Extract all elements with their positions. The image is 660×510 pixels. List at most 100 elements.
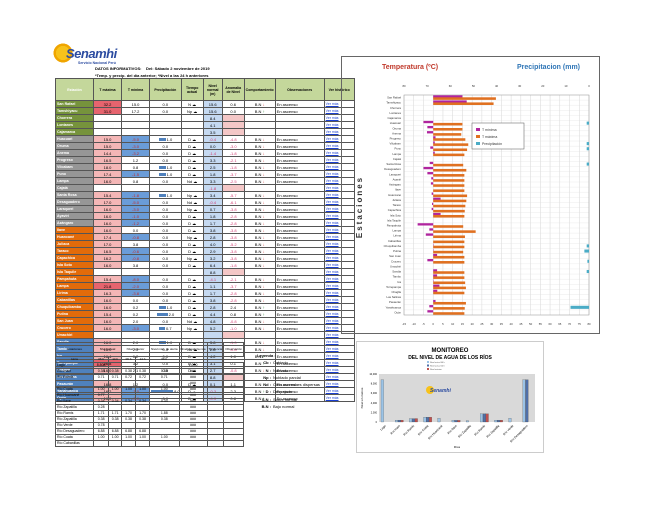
- behaviour-cell: B.N ↓: [243, 156, 276, 164]
- behaviour-cell: B.N ↓: [243, 317, 276, 325]
- precip-value: 0.0: [162, 150, 169, 156]
- view-history-link[interactable]: Ver más: [325, 242, 339, 246]
- river-value: [149, 440, 180, 447]
- table-row: Capachica 16.2 -0.8 0.0 Np ☁ 3.2 -3.8 B.N ↓ En …: [55, 254, 355, 262]
- view-history-link[interactable]: Ver más: [325, 361, 339, 365]
- view-history-link[interactable]: Ver más: [325, 172, 339, 176]
- report-note: *Temp. y precip. del día anterior; *Nive…: [95, 73, 209, 78]
- view-history-link[interactable]: Ver más: [325, 109, 339, 113]
- view-history-link[interactable]: Ver más: [325, 193, 339, 197]
- tmax-bar: [433, 301, 466, 305]
- view-history-link[interactable]: Ver más: [325, 179, 339, 183]
- view-history-link[interactable]: Ver más: [325, 256, 339, 260]
- anomaly-cell: [221, 121, 245, 129]
- observation-cell: En ascenso: [274, 240, 325, 248]
- tmax-bar: [433, 276, 465, 279]
- tmin-cell: 0.0: [121, 296, 150, 304]
- observation-cell: En ascenso: [274, 282, 325, 290]
- level-bar: [437, 418, 441, 423]
- station-name: Crucero: [55, 324, 94, 332]
- view-history-link[interactable]: Ver más: [325, 158, 339, 162]
- observation-cell: [274, 331, 325, 339]
- view-history-link[interactable]: Ver más: [325, 200, 339, 204]
- behaviour-label: B.N: [254, 325, 263, 331]
- view-history-link[interactable]: Ver más: [325, 354, 339, 358]
- tmin-bar: [431, 207, 434, 211]
- table-row: Anema 14.4 -3.2 0.0 D ☁ -1.4 -1.8 B.N ↓ En asce…: [55, 149, 355, 157]
- behaviour-label: B.N: [254, 353, 263, 359]
- view-history-link[interactable]: Ver más: [325, 186, 339, 190]
- view-history-link[interactable]: Ver más: [325, 151, 339, 155]
- x-tick-label: 20: [471, 322, 475, 326]
- view-history-link[interactable]: Ver más: [325, 326, 339, 330]
- tmin-cell: 0.8: [121, 177, 150, 185]
- view-history-link[interactable]: Ver más: [325, 235, 339, 239]
- view-history-link[interactable]: Ver más: [325, 396, 339, 400]
- precip-cell: [149, 114, 182, 122]
- arrow-down-icon: ↓: [262, 234, 265, 240]
- precip-value: 1.0: [165, 136, 173, 142]
- tmin-cell: -3.8: [121, 289, 150, 297]
- precip-cell: 0.0: [149, 233, 182, 241]
- view-history-link[interactable]: Ver más: [325, 144, 339, 148]
- level-cell: 1.7: [202, 289, 223, 297]
- river-level-chart: MONITOREO DEL NIVEL DE AGUA DE LOS RÍOS Ni…: [356, 341, 544, 453]
- view-history-link[interactable]: Ver más: [325, 165, 339, 169]
- view-history-link[interactable]: Ver más: [325, 102, 339, 106]
- behaviour-label: B.N: [254, 248, 263, 254]
- view-history-link[interactable]: Ver más: [325, 221, 339, 225]
- view-history-link[interactable]: Ver más: [325, 375, 339, 379]
- category-label: Lampa: [392, 229, 401, 233]
- legend-item: D : Despejado: [255, 388, 320, 395]
- arrow-up-icon: ↑: [262, 395, 265, 401]
- view-history-link[interactable]: Ver más: [325, 368, 339, 372]
- station-name: Capachica: [55, 254, 94, 262]
- view-history-link[interactable]: Ver más: [325, 263, 339, 267]
- tmin-cell: -1.0: [121, 212, 150, 220]
- weather-cell: D ☁: [180, 310, 204, 318]
- category-label: Isla Taquile: [387, 218, 401, 222]
- tmin-cell: 2.0: [121, 317, 150, 325]
- view-history-link[interactable]: Ver más: [325, 312, 339, 316]
- table-row: Puno 17.4 -1.5 1.0 D ☁ 1.8 -3.7 B.N ↓ En ascens…: [55, 170, 355, 178]
- view-history-link[interactable]: Ver más: [325, 333, 339, 337]
- legend-swatch: [476, 128, 480, 131]
- station-name: San Rafael: [55, 100, 94, 108]
- tmax-cell: 14.4: [93, 149, 122, 157]
- chart2-subtitle: DEL NIVEL DE AGUA DE LOS RÍOS: [408, 353, 492, 361]
- top-tick-label: 10: [564, 84, 568, 88]
- view-history-link[interactable]: Ver más: [325, 389, 339, 393]
- view-history-link[interactable]: Ver más: [325, 305, 339, 309]
- tmin-bar: [430, 146, 434, 149]
- view-history-link[interactable]: Ver más: [325, 298, 339, 302]
- tmin-bar: [429, 161, 434, 165]
- view-history-link[interactable]: Ver más: [325, 123, 339, 127]
- category-label: Lontanes: [389, 111, 401, 115]
- view-history-link[interactable]: Ver más: [325, 214, 339, 218]
- view-history-link[interactable]: Ver más: [325, 116, 339, 120]
- chart-title-temp: Temperatura (ºC): [382, 64, 438, 71]
- view-history-link[interactable]: Ver más: [325, 228, 339, 232]
- view-history-link[interactable]: Ver más: [325, 382, 339, 386]
- observation-cell: [274, 128, 325, 136]
- view-history-link[interactable]: Ver más: [325, 340, 339, 344]
- level-cell: 2.8: [202, 303, 223, 311]
- behaviour-label: B.N: [254, 304, 263, 310]
- view-history-link[interactable]: Ver más: [325, 249, 339, 253]
- view-history-link[interactable]: Ver más: [325, 277, 339, 281]
- top-tick-label: 20: [541, 84, 545, 88]
- view-history-link[interactable]: Ver más: [325, 319, 339, 323]
- precip-value: 0.0: [162, 318, 169, 324]
- weather-cell: D ☁: [180, 261, 204, 269]
- view-history-link[interactable]: Ver más: [325, 130, 339, 134]
- precip-cell: 0.7: [149, 324, 182, 332]
- view-history-link[interactable]: Ver más: [325, 270, 339, 274]
- view-history-link[interactable]: Ver más: [325, 207, 339, 211]
- view-history-link[interactable]: Ver más: [325, 137, 339, 141]
- level-cell: 8.8: [202, 268, 223, 276]
- view-history-link[interactable]: Ver más: [325, 347, 339, 351]
- legend-value: Nublado parcial: [273, 374, 301, 380]
- category-label: Puno: [394, 147, 401, 151]
- view-history-link[interactable]: Ver más: [325, 284, 339, 288]
- view-history-link[interactable]: Ver más: [325, 291, 339, 295]
